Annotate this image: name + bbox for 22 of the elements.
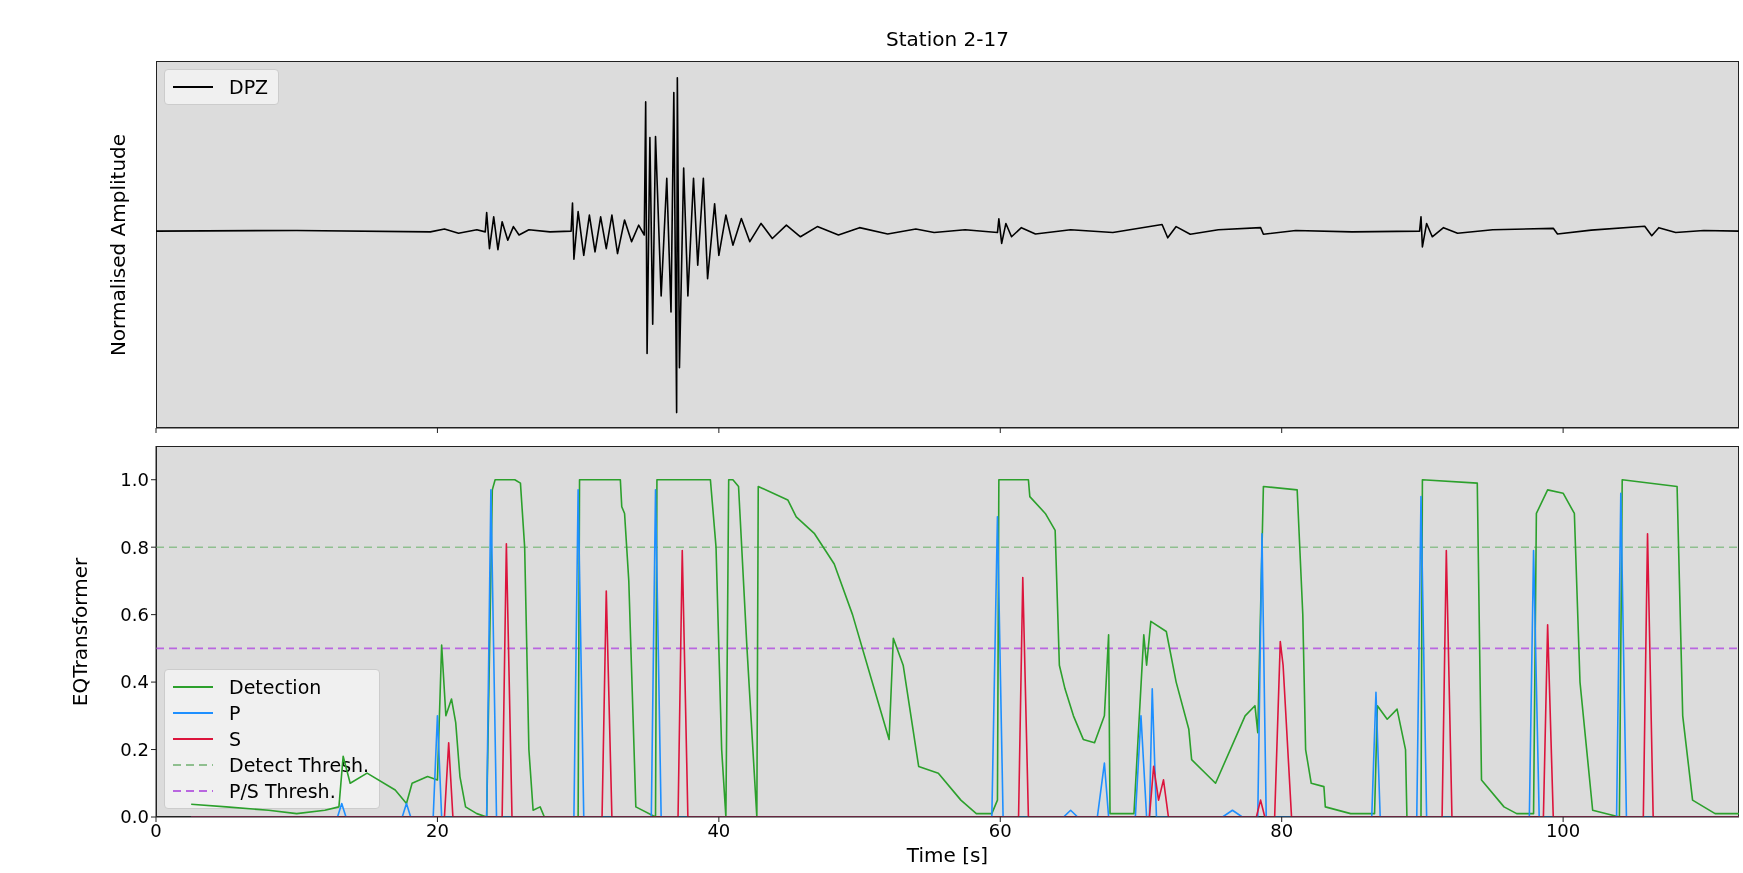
legend-label: Detection: [229, 676, 322, 698]
y-axis-title: EQTransformer: [68, 557, 92, 706]
x-axis-title: Time [s]: [905, 843, 990, 867]
y-axis-title: Normalised Amplitude: [106, 133, 130, 356]
legend-label: P/S Thresh.: [229, 780, 336, 802]
x-tick-label: 20: [425, 819, 449, 841]
x-tick-label: 100: [1545, 819, 1581, 841]
y-tick-label: 1.0: [120, 469, 149, 491]
x-tick-label: 40: [707, 819, 731, 841]
x-tick-label: 60: [988, 819, 1012, 841]
legend-label: P: [229, 702, 241, 724]
x-tick-label: 80: [1270, 819, 1294, 841]
legend-label: S: [229, 728, 242, 750]
y-tick-label: 0.0: [120, 806, 149, 828]
legend-box: DPZ: [164, 69, 280, 105]
y-tick-label: 0.4: [120, 671, 149, 693]
y-tick-label: 0.2: [120, 738, 149, 760]
y-tick-label: 0.8: [120, 536, 149, 558]
x-tick-label: 0: [150, 819, 162, 841]
y-tick-label: 0.6: [120, 604, 149, 626]
legend-label: DPZ: [229, 76, 269, 98]
chart-title: Station 2-17: [885, 27, 1010, 51]
